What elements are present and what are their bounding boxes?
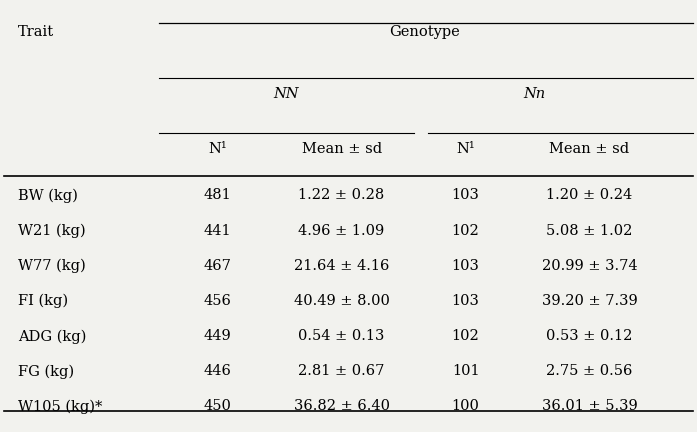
Text: FG (kg): FG (kg) (18, 364, 74, 379)
Text: Genotype: Genotype (389, 25, 459, 39)
Text: 450: 450 (204, 400, 231, 413)
Text: Mean ± sd: Mean ± sd (549, 142, 629, 156)
Text: 0.53 ± 0.12: 0.53 ± 0.12 (546, 329, 633, 343)
Text: 39.20 ± 7.39: 39.20 ± 7.39 (542, 294, 638, 308)
Text: W105 (kg)*: W105 (kg)* (18, 400, 102, 414)
Text: 40.49 ± 8.00: 40.49 ± 8.00 (293, 294, 390, 308)
Text: 100: 100 (452, 400, 480, 413)
Text: N¹: N¹ (208, 142, 227, 156)
Text: 441: 441 (204, 224, 231, 238)
Text: 102: 102 (452, 224, 480, 238)
Text: 2.75 ± 0.56: 2.75 ± 0.56 (546, 364, 633, 378)
Text: 103: 103 (452, 188, 480, 203)
Text: 449: 449 (204, 329, 231, 343)
Text: BW (kg): BW (kg) (18, 188, 78, 203)
Text: 1.22 ± 0.28: 1.22 ± 0.28 (298, 188, 385, 203)
Text: 102: 102 (452, 329, 480, 343)
Text: 2.81 ± 0.67: 2.81 ± 0.67 (298, 364, 385, 378)
Text: Nn: Nn (523, 87, 546, 101)
Text: 4.96 ± 1.09: 4.96 ± 1.09 (298, 224, 385, 238)
Text: Mean ± sd: Mean ± sd (302, 142, 382, 156)
Text: W21 (kg): W21 (kg) (18, 224, 86, 238)
Text: 103: 103 (452, 259, 480, 273)
Text: 20.99 ± 3.74: 20.99 ± 3.74 (542, 259, 637, 273)
Text: 36.82 ± 6.40: 36.82 ± 6.40 (293, 400, 390, 413)
Text: FI (kg): FI (kg) (18, 294, 68, 308)
Text: ADG (kg): ADG (kg) (18, 329, 86, 343)
Text: 467: 467 (204, 259, 231, 273)
Text: 446: 446 (204, 364, 231, 378)
Text: 36.01 ± 5.39: 36.01 ± 5.39 (542, 400, 638, 413)
Text: 103: 103 (452, 294, 480, 308)
Text: W77 (kg): W77 (kg) (18, 259, 86, 273)
Text: 481: 481 (204, 188, 231, 203)
Text: N¹: N¹ (457, 142, 475, 156)
Text: 0.54 ± 0.13: 0.54 ± 0.13 (298, 329, 385, 343)
Text: NN: NN (274, 87, 299, 101)
Text: 21.64 ± 4.16: 21.64 ± 4.16 (294, 259, 390, 273)
Text: 456: 456 (204, 294, 231, 308)
Text: 101: 101 (452, 364, 480, 378)
Text: 1.20 ± 0.24: 1.20 ± 0.24 (546, 188, 633, 203)
Text: 5.08 ± 1.02: 5.08 ± 1.02 (546, 224, 633, 238)
Text: Trait: Trait (18, 25, 54, 39)
